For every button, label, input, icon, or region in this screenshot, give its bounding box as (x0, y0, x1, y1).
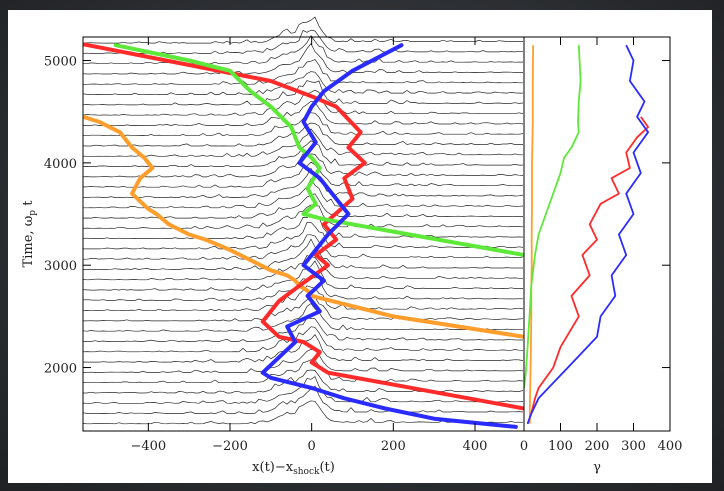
background-trace (83, 369, 524, 394)
x-label-tail: (t) (319, 460, 334, 475)
background-trace (82, 400, 524, 425)
background-traces (82, 16, 524, 425)
background-trace (82, 16, 523, 44)
side-green-series-line (526, 116, 649, 425)
background-trace (83, 59, 523, 85)
main-x-tick-label: −200 (212, 439, 248, 454)
side-x-tick-label: 400 (658, 439, 683, 454)
background-trace (82, 122, 523, 147)
main-blue-series-line (260, 43, 518, 429)
background-trace (82, 128, 523, 157)
background-trace (82, 80, 524, 106)
side-x-tick-label: 200 (585, 439, 610, 454)
background-trace (82, 89, 524, 116)
side-red-series-line (524, 45, 582, 389)
main-axis-ticks: −400 −200 0 200 400 2000 3000 4000 5000 (44, 37, 488, 454)
main-green-series-line (113, 43, 524, 257)
side-plot-panel: 0 100 200 300 400 γ (520, 36, 683, 475)
main-x-tick-label: 0 (308, 439, 316, 454)
background-trace (82, 167, 524, 198)
x-label-main: x(t)−x (252, 460, 294, 475)
background-trace (83, 221, 524, 250)
y-label-subscript: p (28, 210, 38, 216)
main-y-tick-label: 3000 (44, 259, 77, 274)
background-trace (83, 294, 524, 322)
main-x-tick-label: −400 (130, 439, 166, 454)
main-x-tick-label: 200 (381, 439, 406, 454)
background-trace (82, 204, 524, 229)
side-blue-series-line (526, 44, 649, 425)
side-x-tick-label: 300 (621, 439, 646, 454)
background-trace (82, 303, 523, 332)
side-plot-frame (523, 36, 671, 432)
side-series-group (524, 44, 649, 425)
main-x-axis-label: x(t)−xshock(t) (252, 460, 335, 477)
background-trace (82, 326, 524, 353)
background-trace (83, 35, 523, 65)
main-y-tick-label: 5000 (44, 55, 77, 70)
main-plot-panel: −400 −200 0 200 400 2000 3000 4000 5000 x(t)−xsh… (21, 16, 525, 477)
background-trace (82, 359, 524, 384)
side-x-tick-label: 100 (548, 439, 573, 454)
background-trace (82, 193, 523, 219)
background-trace (82, 260, 524, 291)
background-trace (82, 71, 523, 95)
background-trace (82, 275, 524, 301)
background-trace (82, 285, 524, 312)
background-trace (82, 153, 524, 178)
background-trace (82, 349, 524, 373)
main-y-axis-label: Time, ωp t (21, 200, 38, 268)
side-x-tick-label: 0 (520, 439, 528, 454)
side-orange-series-line (528, 45, 534, 424)
y-label-tail: t (21, 200, 36, 210)
side-axis-ticks: 0 100 200 300 400 (520, 37, 683, 454)
background-trace (82, 385, 524, 414)
main-plot-frame (82, 36, 525, 432)
background-trace (82, 43, 523, 75)
figure-card: −400 −200 0 200 400 2000 3000 4000 5000 x(t)−xsh… (8, 10, 712, 483)
background-trace (83, 234, 524, 260)
background-trace (83, 317, 523, 342)
main-y-tick-label: 4000 (44, 157, 77, 172)
background-trace (82, 140, 523, 167)
main-x-tick-label: 400 (463, 439, 488, 454)
x-label-subscript: shock (293, 467, 320, 477)
background-trace (83, 178, 524, 209)
main-y-tick-label: 2000 (44, 362, 77, 377)
background-trace (83, 238, 523, 270)
background-trace (83, 100, 524, 126)
main-series-group (83, 42, 524, 429)
main-red-series-line (83, 42, 524, 411)
background-trace (82, 215, 524, 239)
y-label-main: Time, ω (21, 216, 36, 268)
side-x-axis-label: γ (593, 460, 601, 475)
